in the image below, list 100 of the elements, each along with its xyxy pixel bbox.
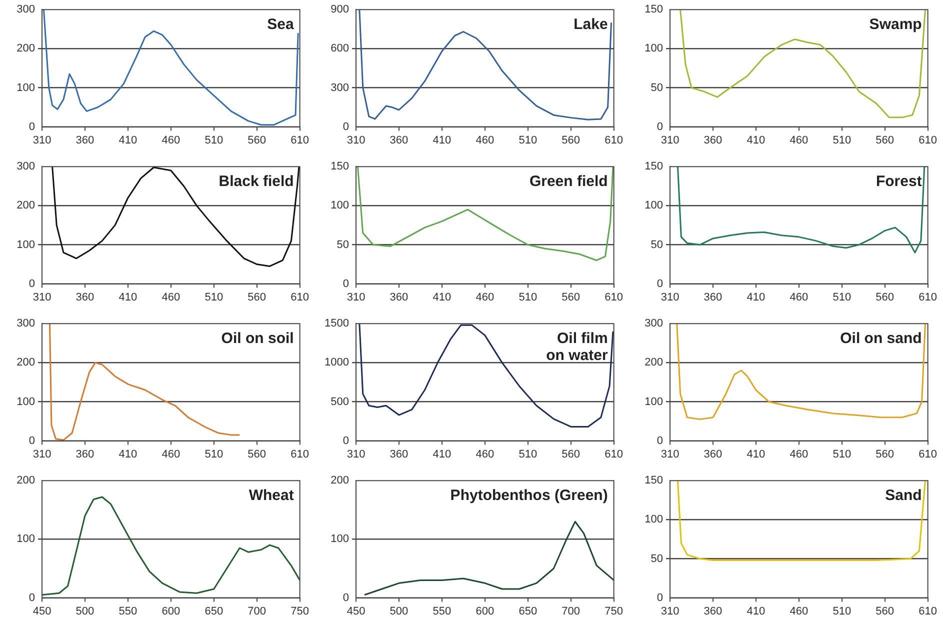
x-tick-label: 310 — [660, 134, 680, 146]
text: Phytobenthos (Green) — [450, 487, 608, 504]
x-tick-label: 310 — [346, 291, 366, 304]
text: Sand — [885, 487, 922, 504]
y-tick-label: 50 — [650, 238, 663, 251]
x-tick-label: 750 — [290, 605, 310, 618]
x-tick-label: 510 — [518, 291, 538, 304]
x-tick-label: 360 — [76, 291, 94, 304]
x-tick-label: 510 — [204, 134, 224, 146]
y-tick-label: 100 — [644, 396, 663, 408]
x-tick-label: 560 — [876, 605, 894, 618]
y-tick-label: 150 — [644, 474, 663, 487]
y-tick-label: 600 — [330, 42, 349, 55]
y-tick-label: 150 — [644, 160, 663, 173]
y-tick-label: 100 — [330, 200, 349, 212]
x-tick-label: 700 — [562, 605, 580, 618]
y-tick-label: 300 — [16, 4, 35, 16]
x-tick-label: 610 — [918, 134, 938, 146]
x-tick-label: 310 — [660, 291, 680, 304]
y-tick-label: 200 — [16, 474, 35, 487]
text: Oil on sand — [840, 330, 922, 348]
x-tick-label: 450 — [346, 605, 366, 618]
x-tick-label: 310 — [660, 448, 680, 460]
x-tick-label: 410 — [746, 605, 766, 618]
text: Lake — [574, 16, 608, 34]
y-tick-label: 0 — [28, 120, 35, 133]
y-tick-label: 0 — [342, 120, 349, 133]
text: Sea — [267, 16, 294, 34]
y-tick-label: 900 — [330, 4, 349, 16]
x-tick-label: 460 — [162, 448, 180, 460]
x-tick-label: 460 — [476, 448, 494, 460]
x-tick-label: 410 — [432, 448, 452, 460]
x-tick-label: 360 — [704, 448, 722, 460]
y-tick-label: 300 — [16, 318, 35, 330]
x-tick-label: 750 — [604, 605, 624, 618]
x-tick-label: 500 — [76, 605, 94, 618]
x-tick-label: 460 — [476, 291, 494, 304]
x-tick-label: 560 — [876, 448, 894, 460]
y-tick-label: 100 — [644, 514, 663, 526]
x-tick-label: 360 — [76, 448, 94, 460]
y-tick-label: 150 — [644, 4, 663, 16]
x-tick-label: 610 — [918, 448, 938, 460]
x-tick-label: 650 — [204, 605, 224, 618]
y-tick-label: 0 — [28, 592, 35, 604]
x-tick-label: 460 — [162, 134, 180, 146]
x-tick-label: 500 — [390, 605, 408, 618]
x-tick-label: 650 — [518, 605, 538, 618]
x-tick-label: 460 — [790, 448, 808, 460]
y-tick-label: 0 — [656, 120, 663, 133]
x-tick-label: 360 — [76, 134, 94, 146]
x-tick-label: 310 — [32, 291, 52, 304]
x-tick-label: 510 — [832, 134, 852, 146]
x-tick-label: 410 — [746, 291, 766, 304]
x-tick-label: 360 — [704, 291, 722, 304]
y-tick-label: 100 — [644, 200, 663, 212]
x-tick-label: 610 — [604, 134, 624, 146]
x-tick-label: 600 — [476, 605, 494, 618]
y-tick-label: 0 — [28, 278, 35, 290]
y-tick-label: 50 — [650, 552, 663, 565]
x-tick-label: 360 — [704, 134, 722, 146]
x-tick-label: 410 — [432, 291, 452, 304]
x-tick-label: 410 — [118, 134, 138, 146]
x-tick-label: 460 — [476, 134, 494, 146]
x-tick-label: 610 — [604, 448, 624, 460]
x-tick-label: 610 — [604, 291, 624, 304]
x-tick-label: 310 — [660, 605, 680, 618]
x-tick-label: 310 — [346, 134, 366, 146]
x-tick-label: 460 — [790, 134, 808, 146]
x-tick-label: 510 — [832, 448, 852, 460]
y-tick-label: 150 — [330, 160, 349, 173]
y-tick-label: 0 — [342, 434, 349, 447]
y-tick-label: 1000 — [324, 356, 349, 369]
x-tick-label: 560 — [248, 134, 266, 146]
x-tick-label: 450 — [32, 605, 52, 618]
y-tick-label: 0 — [342, 592, 349, 604]
y-tick-label: 100 — [644, 42, 663, 55]
x-tick-label: 510 — [518, 448, 538, 460]
y-tick-label: 50 — [650, 82, 663, 94]
x-tick-label: 410 — [746, 134, 766, 146]
x-tick-label: 410 — [746, 448, 766, 460]
y-tick-label: 500 — [330, 396, 349, 408]
x-tick-label: 560 — [248, 448, 266, 460]
x-tick-label: 360 — [390, 448, 408, 460]
text: Swamp — [869, 16, 922, 34]
x-tick-label: 510 — [832, 605, 852, 618]
y-tick-label: 300 — [330, 82, 349, 94]
y-tick-label: 200 — [16, 356, 35, 369]
y-tick-label: 1500 — [324, 318, 349, 330]
x-tick-label: 560 — [876, 291, 894, 304]
y-tick-label: 50 — [336, 238, 349, 251]
x-tick-label: 560 — [562, 134, 580, 146]
x-tick-label: 550 — [118, 605, 138, 618]
text: Wheat — [248, 487, 294, 504]
x-tick-label: 560 — [562, 291, 580, 304]
text: Green field — [529, 173, 608, 190]
y-tick-label: 200 — [16, 200, 35, 212]
x-tick-label: 510 — [832, 291, 852, 304]
y-tick-label: 100 — [330, 533, 349, 546]
x-tick-label: 310 — [32, 134, 52, 146]
x-tick-label: 460 — [790, 605, 808, 618]
